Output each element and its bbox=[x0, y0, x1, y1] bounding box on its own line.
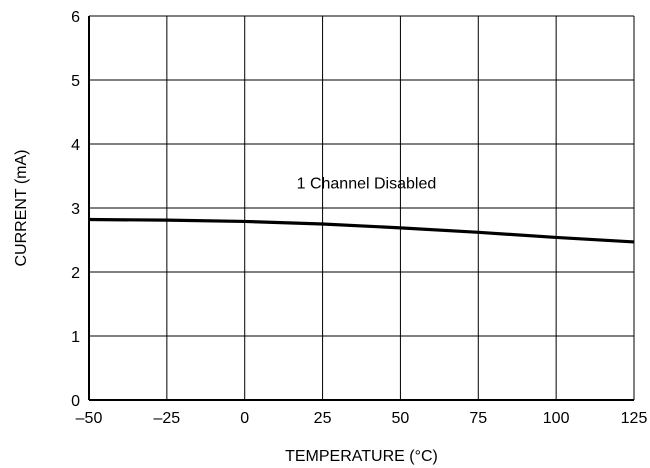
x-tick-label: –50 bbox=[76, 410, 103, 427]
axes bbox=[88, 16, 634, 401]
y-tick-label: 0 bbox=[71, 393, 80, 410]
x-axis-title: TEMPERATURE (°C) bbox=[285, 448, 438, 465]
x-tick-label: 50 bbox=[392, 410, 410, 427]
y-tick-label: 6 bbox=[71, 9, 80, 26]
series bbox=[88, 217, 635, 244]
grid bbox=[88, 15, 635, 401]
y-tick-label: 2 bbox=[71, 265, 80, 282]
y-tick-label: 3 bbox=[71, 201, 80, 218]
x-tick-label: 0 bbox=[240, 410, 249, 427]
y-tick-label: 1 bbox=[71, 329, 80, 346]
annotation-label: 1 Channel Disabled bbox=[297, 175, 437, 192]
x-tick-label: 100 bbox=[543, 410, 570, 427]
y-axis-title: CURRENT (mA) bbox=[13, 149, 30, 266]
y-tick-labels: 0 1 2 3 4 5 6 bbox=[71, 9, 80, 410]
x-tick-label: 25 bbox=[314, 410, 332, 427]
x-tick-label: 125 bbox=[621, 410, 648, 427]
y-tick-label: 4 bbox=[71, 137, 80, 154]
x-tick-labels: –50 –25 0 25 50 75 100 125 bbox=[76, 410, 648, 427]
y-tick-label: 5 bbox=[71, 73, 80, 90]
x-tick-label: –25 bbox=[154, 410, 181, 427]
x-tick-label: 75 bbox=[469, 410, 487, 427]
series-line bbox=[88, 217, 635, 244]
